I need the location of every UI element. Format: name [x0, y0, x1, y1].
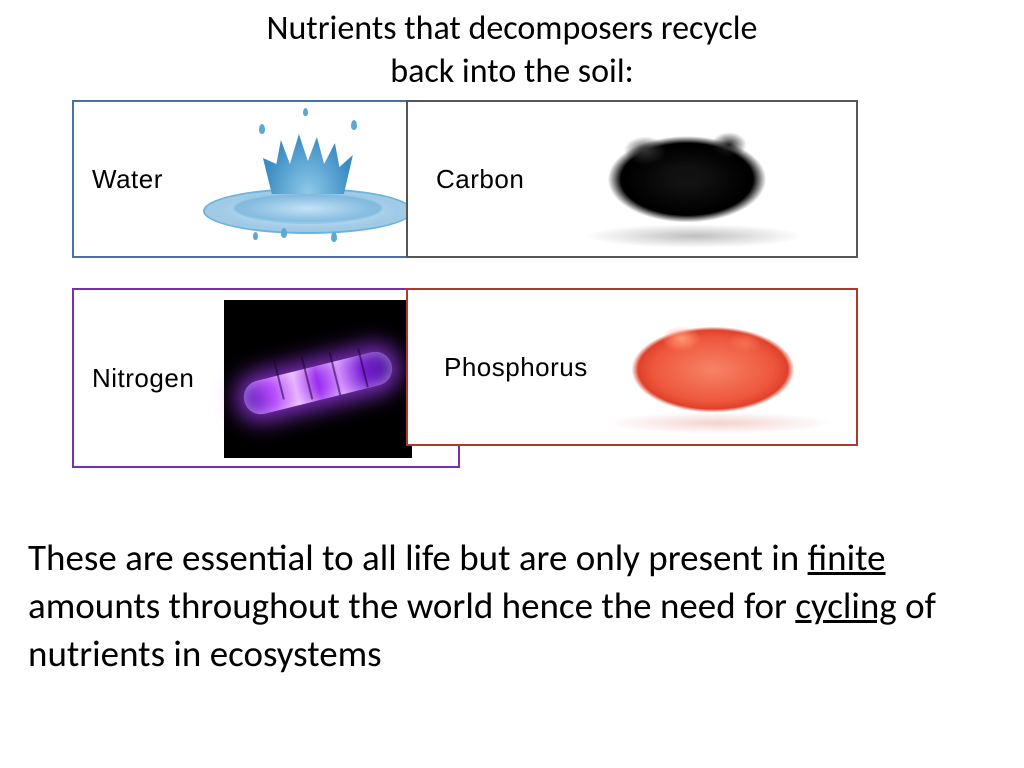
image-phosphorus-powder: [588, 290, 856, 444]
body-mid: amounts throughout the world hence the n…: [28, 583, 795, 628]
body-underline-cycling: cycling: [795, 583, 896, 628]
card-carbon: Carbon: [406, 100, 858, 258]
label-nitrogen: Nitrogen: [74, 363, 194, 394]
title-line-2: back into the soil:: [390, 51, 633, 92]
label-carbon: Carbon: [408, 164, 524, 195]
card-water: Water: [72, 100, 460, 258]
label-phosphorus: Phosphorus: [408, 352, 588, 383]
title-line-1: Nutrients that decomposers recycle: [267, 8, 758, 49]
slide-title: Nutrients that decomposers recycle back …: [0, 0, 1024, 93]
image-carbon-powder: [524, 102, 856, 256]
card-phosphorus: Phosphorus: [406, 288, 858, 446]
body-paragraph: These are essential to all life but are …: [28, 534, 996, 678]
body-underline-finite: finite: [808, 535, 886, 580]
label-water: Water: [74, 164, 163, 195]
card-nitrogen: Nitrogen: [72, 288, 460, 468]
body-pre: These are essential to all life but are …: [28, 535, 808, 580]
